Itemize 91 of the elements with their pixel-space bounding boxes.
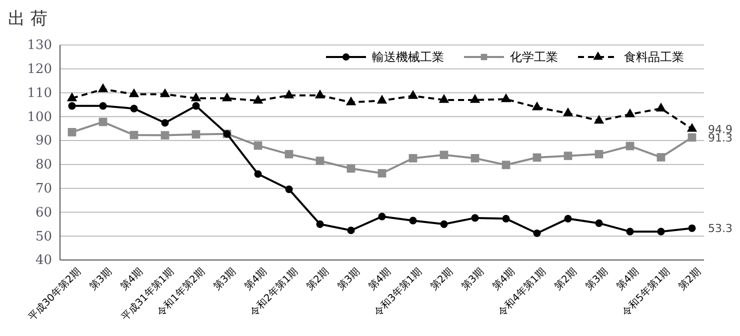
point bbox=[192, 130, 200, 139]
point bbox=[346, 96, 356, 106]
point bbox=[408, 90, 418, 99]
point bbox=[440, 150, 448, 160]
x-tick-label: 第3期 bbox=[87, 266, 114, 293]
y-tick-label: 60 bbox=[35, 205, 52, 220]
point bbox=[190, 92, 202, 102]
x-tick-label: 第3期 bbox=[583, 266, 610, 293]
y-tick-label: 70 bbox=[35, 181, 52, 196]
x-tick-label: 第3期 bbox=[211, 266, 238, 293]
point bbox=[285, 186, 293, 194]
point bbox=[252, 94, 264, 104]
x-tick-label: 第3期 bbox=[335, 266, 362, 293]
y-tick-label: 120 bbox=[27, 62, 52, 78]
y-tick-label: 90 bbox=[35, 134, 52, 149]
point bbox=[500, 93, 512, 102]
point bbox=[562, 107, 574, 116]
x-tick-label: 第4期 bbox=[366, 266, 394, 293]
point bbox=[284, 90, 294, 98]
point bbox=[657, 228, 665, 236]
point bbox=[130, 130, 138, 140]
y-tick-label: 100 bbox=[27, 110, 52, 125]
x-tick-label: 第2期 bbox=[304, 266, 332, 293]
point bbox=[98, 83, 108, 92]
legend-label: 食料品工業 bbox=[624, 50, 684, 64]
point bbox=[314, 90, 326, 98]
point bbox=[254, 141, 262, 150]
point bbox=[409, 216, 417, 224]
point bbox=[626, 142, 634, 150]
y-tick-label: 80 bbox=[35, 158, 52, 173]
point bbox=[222, 92, 232, 102]
point bbox=[624, 108, 636, 118]
point bbox=[440, 220, 448, 228]
y-tick-label: 110 bbox=[27, 86, 52, 101]
x-tick-label: 第4期 bbox=[614, 266, 642, 293]
y-tick-label: 40 bbox=[35, 253, 52, 268]
legend-label: 輸送機械工業 bbox=[372, 50, 444, 64]
point bbox=[686, 122, 698, 132]
point bbox=[595, 219, 603, 227]
point bbox=[192, 102, 200, 110]
point bbox=[470, 154, 480, 162]
point bbox=[564, 214, 572, 222]
point bbox=[128, 88, 140, 98]
point bbox=[533, 229, 541, 238]
point bbox=[68, 102, 76, 110]
point bbox=[564, 152, 572, 160]
point bbox=[502, 160, 510, 170]
point bbox=[470, 94, 480, 103]
y-tick-label: 50 bbox=[35, 229, 52, 244]
point bbox=[656, 153, 666, 162]
point bbox=[160, 88, 170, 98]
point bbox=[626, 228, 634, 236]
point bbox=[66, 92, 78, 102]
point bbox=[316, 156, 324, 166]
point bbox=[688, 224, 696, 232]
point bbox=[502, 214, 510, 222]
point bbox=[68, 128, 76, 136]
x-tick-label: 第4期 bbox=[118, 266, 146, 293]
data-label: 53.3 bbox=[708, 222, 732, 236]
y-tick-label: 130 bbox=[27, 38, 52, 54]
x-tick-label: 第4期 bbox=[242, 266, 270, 293]
point bbox=[376, 94, 388, 104]
point bbox=[378, 212, 386, 220]
x-tick-label: 第4期 bbox=[490, 266, 518, 293]
point bbox=[532, 101, 542, 110]
point bbox=[594, 150, 604, 158]
point bbox=[378, 169, 386, 178]
point bbox=[99, 102, 107, 110]
chart-title: 出 荷 bbox=[8, 9, 48, 29]
point bbox=[656, 102, 666, 112]
point bbox=[346, 164, 356, 173]
legend-label: 化学工業 bbox=[510, 50, 558, 64]
point bbox=[316, 220, 324, 228]
point bbox=[284, 150, 294, 158]
point bbox=[408, 154, 418, 162]
point bbox=[438, 94, 450, 103]
point bbox=[688, 133, 696, 142]
point bbox=[98, 118, 108, 126]
point bbox=[594, 114, 604, 124]
point bbox=[161, 119, 169, 127]
x-tick-label: 第3期 bbox=[459, 266, 486, 293]
point bbox=[347, 226, 355, 234]
x-tick-label: 第2期 bbox=[676, 266, 704, 293]
x-tick-label: 平成30年第2期 bbox=[26, 266, 84, 323]
point bbox=[254, 170, 262, 178]
point bbox=[471, 214, 479, 222]
x-tick-label: 第2期 bbox=[552, 266, 580, 293]
x-tick-label: 第2期 bbox=[428, 266, 456, 293]
point bbox=[160, 131, 170, 140]
point bbox=[532, 153, 542, 162]
point bbox=[130, 104, 138, 112]
